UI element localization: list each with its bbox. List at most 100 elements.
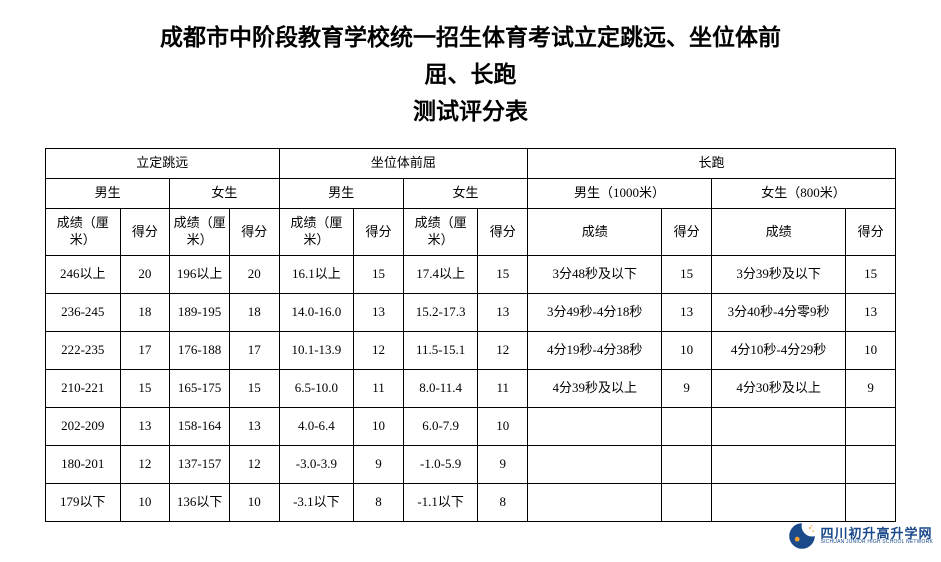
table-row: 222-23517176-1881710.1-13.91211.5-15.112… <box>46 332 896 370</box>
cell-sr_m_s: 14.0-16.0 <box>279 294 354 332</box>
table-row: 246以上20196以上2016.1以上1517.4以上153分48秒及以下15… <box>46 256 896 294</box>
cell-sr_m_p: 9 <box>354 446 404 484</box>
cell-lj_m_p: 15 <box>120 370 170 408</box>
header-row-events: 立定跳远 坐位体前屈 长跑 <box>46 149 896 179</box>
col-sr-m-score: 成绩（厘米） <box>279 209 354 256</box>
cell-sr_f_p: 10 <box>478 408 528 446</box>
cell-sr_f_p: 13 <box>478 294 528 332</box>
cell-run_f_p: 15 <box>846 256 896 294</box>
cell-run_f_s: 3分40秒-4分零9秒 <box>712 294 846 332</box>
cell-run_m_s: 3分48秒及以下 <box>528 256 662 294</box>
cell-lj_m_s: 179以下 <box>46 484 121 522</box>
logo-moon-icon <box>786 520 818 552</box>
cell-sr_f_s: 6.0-7.9 <box>403 408 478 446</box>
cell-run_m_p: 13 <box>662 294 712 332</box>
cell-sr_f_s: -1.0-5.9 <box>403 446 478 484</box>
cell-sr_f_p: 11 <box>478 370 528 408</box>
cell-lj_f_s: 165-175 <box>170 370 230 408</box>
col-run-m-score: 成绩 <box>528 209 662 256</box>
col-run-m-pts: 得分 <box>662 209 712 256</box>
cell-lj_m_p: 18 <box>120 294 170 332</box>
cell-sr_f_s: -1.1以下 <box>403 484 478 522</box>
cell-lj_f_s: 158-164 <box>170 408 230 446</box>
cell-sr_m_p: 8 <box>354 484 404 522</box>
cell-lj_m_s: 236-245 <box>46 294 121 332</box>
header-event-longjump: 立定跳远 <box>46 149 280 179</box>
table-row: 180-20112137-15712-3.0-3.99-1.0-5.99 <box>46 446 896 484</box>
cell-lj_f_s: 136以下 <box>170 484 230 522</box>
title-line-3: 测试评分表 <box>45 94 896 131</box>
cell-sr_m_s: -3.1以下 <box>279 484 354 522</box>
header-sr-female: 女生 <box>403 179 527 209</box>
cell-run_f_s <box>712 408 846 446</box>
cell-sr_f_p: 8 <box>478 484 528 522</box>
cell-run_m_s <box>528 484 662 522</box>
cell-run_f_s: 3分39秒及以下 <box>712 256 846 294</box>
cell-run_f_p: 9 <box>846 370 896 408</box>
cell-lj_f_s: 176-188 <box>170 332 230 370</box>
col-run-f-pts: 得分 <box>846 209 896 256</box>
logo-text: 四川初升高升学网 SICHUAN JUNIOR HIGH SCHOOL NETW… <box>821 527 933 545</box>
cell-lj_f_s: 196以上 <box>170 256 230 294</box>
header-event-sitreach: 坐位体前屈 <box>279 149 528 179</box>
cell-lj_f_p: 20 <box>229 256 279 294</box>
cell-sr_m_s: 4.0-6.4 <box>279 408 354 446</box>
header-event-run: 长跑 <box>528 149 896 179</box>
col-sr-f-score: 成绩（厘米） <box>403 209 478 256</box>
header-run-male: 男生（1000米） <box>528 179 712 209</box>
page-title-block: 成都市中阶段教育学校统一招生体育考试立定跳远、坐位体前 屈、长跑 测试评分表 <box>45 20 896 130</box>
cell-sr_m_p: 10 <box>354 408 404 446</box>
cell-lj_m_p: 13 <box>120 408 170 446</box>
cell-run_f_s <box>712 446 846 484</box>
cell-run_m_p: 9 <box>662 370 712 408</box>
cell-lj_f_s: 189-195 <box>170 294 230 332</box>
cell-lj_f_p: 18 <box>229 294 279 332</box>
cell-sr_f_s: 11.5-15.1 <box>403 332 478 370</box>
cell-sr_m_p: 13 <box>354 294 404 332</box>
cell-sr_m_p: 15 <box>354 256 404 294</box>
table-body: 246以上20196以上2016.1以上1517.4以上153分48秒及以下15… <box>46 256 896 522</box>
cell-run_f_s <box>712 484 846 522</box>
cell-sr_f_p: 12 <box>478 332 528 370</box>
cell-run_m_s: 4分39秒及以上 <box>528 370 662 408</box>
logo-en-text: SICHUAN JUNIOR HIGH SCHOOL NETWORK <box>821 540 933 545</box>
cell-sr_m_s: 16.1以上 <box>279 256 354 294</box>
header-lj-female: 女生 <box>170 179 279 209</box>
col-lj-m-score: 成绩（厘米） <box>46 209 121 256</box>
cell-sr_f_s: 17.4以上 <box>403 256 478 294</box>
table-row: 210-22115165-175156.5-10.0118.0-11.4114分… <box>46 370 896 408</box>
cell-sr_m_s: -3.0-3.9 <box>279 446 354 484</box>
cell-lj_m_p: 10 <box>120 484 170 522</box>
cell-run_m_p <box>662 484 712 522</box>
cell-lj_m_s: 180-201 <box>46 446 121 484</box>
cell-sr_f_s: 15.2-17.3 <box>403 294 478 332</box>
cell-sr_m_p: 11 <box>354 370 404 408</box>
header-row-gender: 男生 女生 男生 女生 男生（1000米） 女生（800米） <box>46 179 896 209</box>
header-run-female: 女生（800米） <box>712 179 896 209</box>
table-row: 202-20913158-164134.0-6.4106.0-7.910 <box>46 408 896 446</box>
cell-run_m_p <box>662 446 712 484</box>
col-lj-m-pts: 得分 <box>120 209 170 256</box>
col-lj-f-pts: 得分 <box>229 209 279 256</box>
cell-lj_m_p: 20 <box>120 256 170 294</box>
header-lj-male: 男生 <box>46 179 170 209</box>
cell-run_m_s: 3分49秒-4分18秒 <box>528 294 662 332</box>
title-line-2: 屈、长跑 <box>45 57 896 94</box>
site-logo: 四川初升高升学网 SICHUAN JUNIOR HIGH SCHOOL NETW… <box>786 520 933 552</box>
table-row: 236-24518189-1951814.0-16.01315.2-17.313… <box>46 294 896 332</box>
col-sr-m-pts: 得分 <box>354 209 404 256</box>
cell-lj_m_s: 222-235 <box>46 332 121 370</box>
cell-sr_f_p: 9 <box>478 446 528 484</box>
title-line-1: 成都市中阶段教育学校统一招生体育考试立定跳远、坐位体前 <box>45 20 896 57</box>
cell-lj_m_s: 210-221 <box>46 370 121 408</box>
cell-lj_f_p: 10 <box>229 484 279 522</box>
cell-run_m_s: 4分19秒-4分38秒 <box>528 332 662 370</box>
header-row-cols: 成绩（厘米） 得分 成绩（厘米） 得分 成绩（厘米） 得分 成绩（厘米） 得分 … <box>46 209 896 256</box>
cell-run_f_p <box>846 484 896 522</box>
cell-sr_m_s: 10.1-13.9 <box>279 332 354 370</box>
cell-run_m_s <box>528 408 662 446</box>
cell-lj_m_p: 12 <box>120 446 170 484</box>
cell-run_m_p: 10 <box>662 332 712 370</box>
cell-lj_f_p: 17 <box>229 332 279 370</box>
cell-run_f_p <box>846 446 896 484</box>
